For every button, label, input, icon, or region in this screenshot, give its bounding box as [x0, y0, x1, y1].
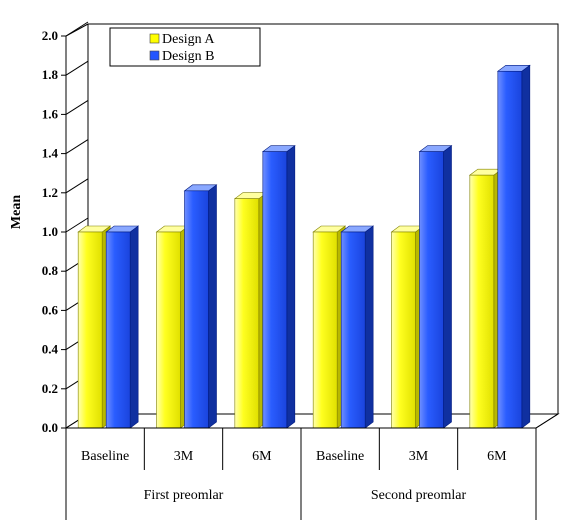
y-tick-depth: [65, 21, 89, 37]
bar-front-face: [105, 231, 131, 429]
bar-front-face: [340, 231, 366, 429]
bar-front-face: [184, 190, 209, 429]
bar-front-face: [312, 231, 338, 429]
bar-side-face: [208, 184, 217, 429]
bar-front-face: [262, 151, 288, 429]
bar: [155, 225, 190, 429]
x-tick-label: 6M: [252, 449, 272, 464]
legend-label: Design B: [162, 49, 215, 64]
bar: [312, 225, 347, 429]
x-tick-label: Baseline: [316, 449, 364, 464]
x-group-label: Second preomlar: [371, 488, 467, 503]
x-tick-label: 3M: [409, 449, 429, 464]
bar: [183, 184, 218, 429]
y-tick-label: 1.2: [42, 185, 58, 200]
y-tick-label: 0.4: [42, 342, 59, 357]
y-tick-label: 1.8: [42, 67, 59, 82]
bar-side-face: [521, 64, 531, 429]
bar-front-face: [469, 174, 495, 429]
bar-front-face: [234, 198, 260, 429]
bar: [418, 145, 453, 429]
bar: [233, 192, 268, 429]
legend-swatch: [149, 33, 160, 44]
y-tick-depth: [65, 178, 89, 194]
x-group-label: First preomlar: [144, 488, 224, 503]
bar: [340, 225, 375, 429]
bar: [105, 225, 140, 429]
y-tick-label: 0.6: [42, 302, 59, 317]
legend-swatch: [149, 50, 160, 61]
bar: [390, 225, 425, 429]
bar-front-face: [156, 231, 181, 429]
bar-front-face: [391, 231, 416, 429]
x-tick-label: 6M: [487, 449, 507, 464]
y-tick-depth: [65, 139, 89, 155]
x-axis: Baseline 3M 6M Baseline 3M 6M First preomlar Se…: [65, 413, 559, 520]
bar: [261, 145, 296, 429]
y-tick-depth: [65, 99, 89, 115]
bar-front-face: [497, 70, 523, 429]
x-tick-label: Baseline: [81, 449, 129, 464]
y-tick-label: 1.6: [42, 106, 59, 121]
y-tick-depth: [65, 60, 89, 76]
bar-side-face: [286, 145, 296, 429]
bar: [496, 64, 531, 429]
bar-front-face: [77, 231, 103, 429]
legend-box: [109, 27, 261, 67]
x-axis-depth: [535, 413, 559, 429]
y-tick-label: 1.4: [42, 146, 59, 161]
y-tick-depth: [65, 217, 89, 233]
y-tick-label: 1.0: [42, 224, 58, 239]
back-wall: [87, 23, 559, 414]
bars: [77, 64, 531, 429]
bar-front-face: [419, 151, 444, 429]
bar-side-face: [129, 225, 139, 429]
y-axis: 0.0 0.2 0.4 0.6 0.8 1.0 1.2 1.4 1.6 1.8 2.0 Mean: [9, 21, 89, 435]
y-tick-label: 2.0: [42, 28, 58, 43]
legend: Design A Design B: [109, 27, 261, 67]
y-tick-label: 0.0: [42, 420, 58, 435]
bar-side-face: [364, 225, 374, 429]
x-tick-label: 3M: [174, 449, 194, 464]
bar: [468, 168, 503, 429]
bar-side-face: [443, 145, 452, 429]
y-axis-title: Mean: [9, 195, 24, 229]
bar: [77, 225, 112, 429]
legend-label: Design A: [162, 32, 215, 47]
y-tick-label: 0.8: [42, 263, 59, 278]
y-tick-label: 0.2: [42, 381, 58, 396]
